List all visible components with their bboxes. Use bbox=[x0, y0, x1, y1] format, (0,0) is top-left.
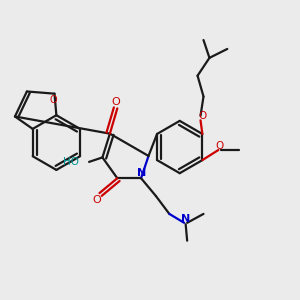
Text: HO: HO bbox=[63, 157, 79, 167]
Text: O: O bbox=[198, 111, 206, 122]
Text: O: O bbox=[111, 97, 120, 107]
Text: N: N bbox=[137, 169, 147, 178]
Text: O: O bbox=[49, 94, 57, 105]
Text: O: O bbox=[216, 141, 224, 151]
Text: O: O bbox=[92, 195, 101, 205]
Text: N: N bbox=[181, 214, 190, 224]
